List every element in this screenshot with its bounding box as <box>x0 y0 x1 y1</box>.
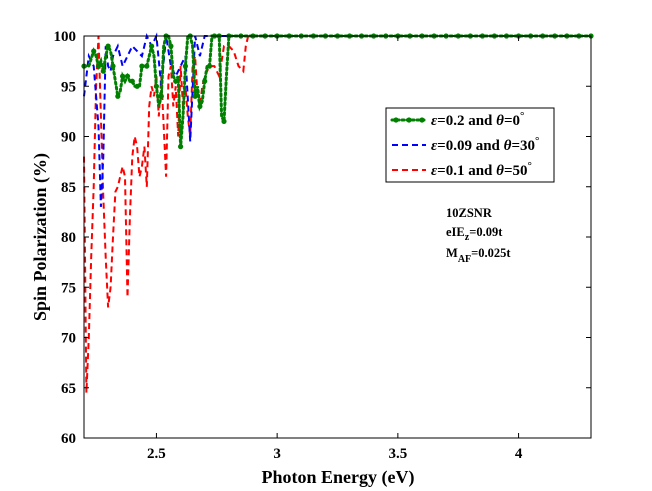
y-tick-label: 80 <box>61 230 76 246</box>
x-axis-label: Photon Energy (eV) <box>262 467 415 488</box>
x-tick-label: 2.5 <box>147 446 166 462</box>
series-0-marker <box>95 63 102 69</box>
series-0-marker <box>100 68 106 74</box>
series-0-marker <box>202 78 208 84</box>
y-tick-label: 100 <box>54 29 77 45</box>
series-0-marker <box>158 93 164 99</box>
legend: ε=0.2 and θ=0° ε=0.09 and θ=30° ε=0.1 and … <box>385 107 555 183</box>
series-0-marker <box>149 43 155 49</box>
legend-marker <box>393 117 399 123</box>
x-tick-label: 4 <box>515 446 523 462</box>
y-tick-label: 75 <box>61 280 76 296</box>
annotation-field: eIEz=0.09t <box>446 225 503 243</box>
series-layer <box>81 32 594 393</box>
series-line-2 <box>83 35 591 393</box>
series-0-marker <box>120 73 126 79</box>
annotation: 10ZSNR eIEz=0.09t MAF=0.025t <box>446 206 511 265</box>
series-0-marker <box>173 78 179 84</box>
legend-label-2: ε=0.1 and θ=50° <box>431 160 532 179</box>
legend-marker <box>419 117 425 123</box>
axis-layer: 60 65 70 75 80 85 90 95 100 2.5 3 3.5 4 <box>54 29 591 462</box>
legend-label-0: ε=0.2 and θ=0° <box>431 110 524 129</box>
series-0-marker <box>221 118 227 124</box>
series-0-marker <box>91 48 97 54</box>
series-0-marker <box>139 63 145 69</box>
series-0-marker <box>105 43 111 49</box>
series-0-marker <box>153 83 159 89</box>
series-0-marker <box>192 93 198 99</box>
series-0-marker <box>206 63 213 69</box>
y-tick-label: 85 <box>61 180 76 196</box>
annotation-af: MAF=0.025t <box>446 246 511 265</box>
y-tick-label: 95 <box>61 79 76 95</box>
y-tick-label: 65 <box>61 381 76 397</box>
series-0-marker <box>115 93 121 99</box>
series-0-marker <box>168 43 174 49</box>
legend-marker <box>406 117 412 123</box>
series-0-marker <box>197 103 203 109</box>
series-0-marker <box>182 63 188 69</box>
series-0-marker <box>178 144 184 150</box>
y-tick-label: 60 <box>61 431 76 447</box>
y-tick-label: 90 <box>61 130 76 146</box>
annotation-sample: 10ZSNR <box>446 206 493 220</box>
x-tick-label: 3 <box>273 446 281 462</box>
y-axis-label: Spin Polarization (%) <box>30 153 51 321</box>
y-tick-label: 70 <box>61 331 76 347</box>
series-0-marker <box>110 63 116 69</box>
series-0-marker <box>129 78 135 84</box>
legend-label-1: ε=0.09 and θ=30° <box>431 135 539 154</box>
series-0-marker <box>124 73 131 79</box>
series-0-marker <box>144 63 150 69</box>
series-0-marker <box>134 83 140 89</box>
x-tick-label: 3.5 <box>388 446 407 462</box>
